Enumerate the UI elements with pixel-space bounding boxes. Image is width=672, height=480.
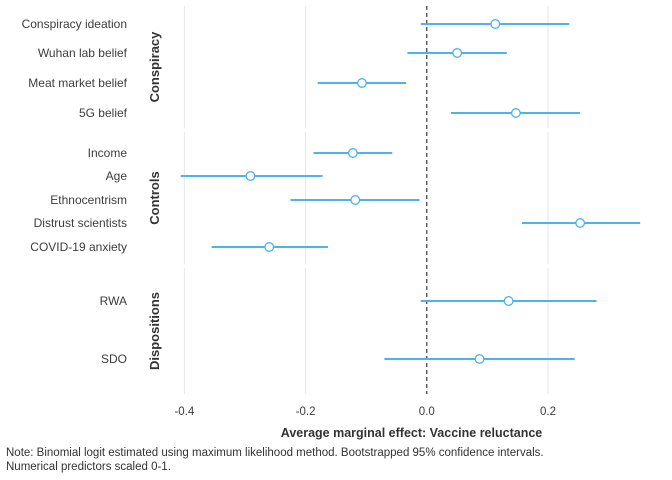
point-estimate [503, 296, 514, 306]
predictor-label: RWA [100, 294, 127, 308]
predictor-label: 5G belief [79, 106, 128, 120]
predictor-label: Income [88, 146, 128, 160]
x-tick-label: -0.2 [296, 406, 316, 418]
predictor-label: Ethnocentrism [50, 193, 127, 207]
panel-label: Conspiracy [147, 31, 162, 103]
point-estimate [510, 108, 521, 118]
predictor-label: Conspiracy ideation [22, 17, 127, 31]
estimate-marks [180, 19, 641, 364]
point-estimate [452, 48, 463, 58]
panel-label: Dispositions [147, 292, 162, 370]
footnote: Note: Binomial logit estimated using max… [6, 446, 646, 474]
footnote-line-2: Numerical predictors scaled 0-1. [6, 461, 171, 473]
footnote-line-1: Note: Binomial logit estimated using max… [6, 447, 544, 459]
x-axis-ticks: -0.4 -0.2 0.0 0.2 [174, 406, 556, 418]
x-tick-label: 0.2 [540, 406, 556, 418]
x-axis-title: Average marginal effect: Vaccine relucta… [281, 426, 543, 440]
point-estimate [264, 242, 275, 252]
point-estimate [575, 218, 586, 228]
predictor-label: Age [106, 169, 128, 183]
panel-labels: Conspiracy Controls Dispositions [147, 31, 162, 370]
point-estimate [350, 195, 361, 205]
point-estimate [357, 78, 367, 88]
predictor-label: Wuhan lab belief [38, 46, 128, 60]
predictor-label: Meat market belief [28, 76, 127, 90]
panel-separators [148, 128, 645, 268]
panel-label: Controls [147, 171, 162, 224]
point-estimate [490, 19, 501, 29]
point-estimate [347, 148, 358, 158]
predictor-label: COVID-19 anxiety [30, 240, 127, 254]
x-tick-label: 0.0 [419, 406, 435, 418]
predictor-labels: Conspiracy ideation Wuhan lab belief Meat … [22, 17, 128, 366]
x-tick-label: -0.4 [174, 406, 194, 418]
point-estimate [474, 354, 485, 364]
point-estimate [245, 171, 256, 181]
predictor-label: SDO [101, 352, 127, 366]
predictor-label: Distrust scientists [34, 216, 127, 230]
coefficient-plot: Conspiracy ideation Wuhan lab belief Meat … [21, 6, 645, 440]
grid-layer [183, 6, 549, 394]
